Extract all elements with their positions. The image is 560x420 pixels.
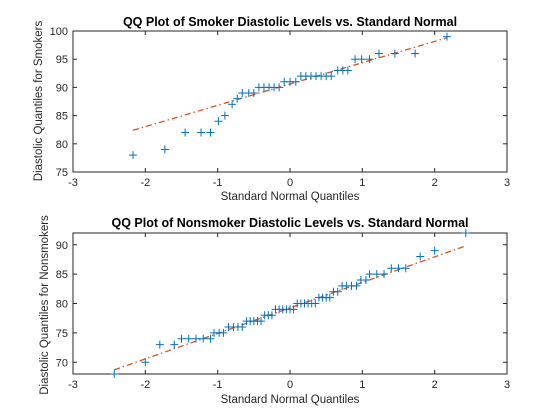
data-point	[191, 334, 200, 343]
data-point	[352, 281, 361, 290]
subplot-nonsmokers: QQ Plot of Nonsmoker Diastolic Levels vs…	[39, 215, 510, 406]
data-point	[184, 334, 193, 343]
data-point	[155, 340, 164, 349]
x-tick-label: 2	[432, 177, 438, 189]
x-tick-label: -1	[213, 379, 223, 391]
x-tick-label: 1	[359, 177, 365, 189]
x-axis-label: Standard Normal Quantiles	[221, 191, 360, 203]
data-point	[365, 270, 374, 279]
y-tick-label: 80	[56, 139, 68, 151]
x-axis-label: Standard Normal Quantiles	[221, 394, 360, 406]
plot-area: -3 -2 -1 0 1 2 3 70 75 80 85 90	[56, 229, 510, 391]
data-point	[327, 72, 336, 81]
y-tick-label: 70	[56, 357, 68, 369]
y-tick-label: 90	[56, 82, 68, 94]
data-point	[387, 264, 396, 273]
x-tick-label: -3	[68, 177, 78, 189]
data-point	[257, 317, 266, 326]
data-point	[199, 334, 208, 343]
data-point	[430, 246, 439, 255]
y-tick-label: 85	[56, 269, 68, 281]
data-point	[390, 49, 399, 58]
y-tick-label: 75	[56, 167, 68, 179]
data-point	[325, 293, 334, 302]
data-point	[228, 100, 237, 109]
reference-line	[114, 245, 466, 371]
y-tick-label: 95	[56, 54, 68, 66]
x-tick-label: -2	[140, 379, 150, 391]
x-tick-label: -3	[68, 379, 78, 391]
y-tick-label: 85	[56, 111, 68, 123]
data-point	[416, 252, 425, 261]
chart-title: QQ Plot of Nonsmoker Diastolic Levels vs…	[111, 216, 468, 230]
data-point	[141, 358, 150, 367]
x-tick-label: 3	[504, 379, 510, 391]
data-point	[291, 77, 300, 86]
data-point	[220, 111, 229, 120]
x-tick-label: -1	[213, 177, 223, 189]
data-point	[394, 264, 403, 273]
data-point	[380, 270, 389, 279]
data-point	[181, 128, 190, 137]
data-point	[206, 128, 215, 137]
data-point	[461, 229, 470, 237]
data-point	[267, 311, 276, 320]
data-point	[411, 49, 420, 58]
chart-title: QQ Plot of Smoker Diastolic Levels vs. S…	[123, 15, 457, 29]
data-point	[374, 49, 383, 58]
subplot-smokers: QQ Plot of Smoker Diastolic Levels vs. S…	[33, 15, 510, 203]
y-tick-label: 90	[56, 240, 68, 252]
data-point	[365, 55, 374, 64]
data-point	[333, 287, 342, 296]
data-point	[206, 334, 215, 343]
data-point	[361, 276, 370, 284]
data-point	[160, 145, 169, 154]
data-point	[129, 151, 138, 160]
data-point	[170, 340, 179, 349]
y-tick-label: 75	[56, 328, 68, 340]
data-point	[275, 83, 284, 92]
data-point	[311, 299, 320, 308]
y-tick-label: 80	[56, 299, 68, 311]
y-tick-label: 100	[50, 26, 68, 38]
x-tick-label: 2	[432, 379, 438, 391]
x-tick-label: -2	[140, 177, 150, 189]
x-tick-label: 1	[359, 379, 365, 391]
data-point	[442, 32, 451, 41]
data-point	[249, 89, 258, 98]
data-point	[343, 66, 352, 75]
data-point	[233, 94, 242, 103]
data-point	[219, 328, 228, 337]
data-point	[197, 128, 206, 137]
data-point	[357, 55, 366, 64]
y-axis-label: Diastolic Quantiles for Nonsmokers	[39, 215, 51, 395]
data-point	[238, 323, 247, 331]
plot-area: -3 -2 -1 0 1 2 3 75 80 85 90 95 100	[50, 26, 510, 189]
data-point	[177, 334, 186, 343]
x-tick-label: 0	[287, 379, 293, 391]
data-point	[214, 117, 223, 126]
axes-box	[72, 30, 508, 173]
data-point	[110, 370, 119, 378]
data-point	[401, 264, 410, 273]
y-axis-label: Diastolic Quantiles for Smokers	[33, 21, 45, 182]
x-tick-label: 0	[287, 177, 293, 189]
x-tick-label: 3	[504, 177, 510, 189]
data-point	[372, 270, 381, 279]
data-point	[289, 305, 298, 314]
